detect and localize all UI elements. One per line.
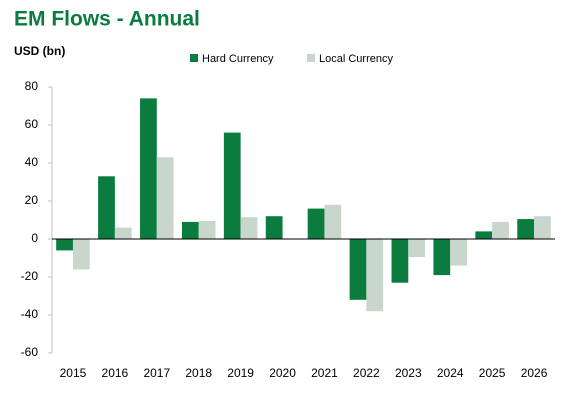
- y-tick-label: -40: [21, 307, 39, 321]
- x-tick-label: 2015: [60, 366, 87, 380]
- bar: [156, 157, 174, 239]
- bar: [324, 204, 342, 239]
- y-tick-label: 60: [25, 117, 39, 131]
- x-tick-label: 2020: [269, 366, 296, 380]
- bar: [349, 239, 367, 300]
- chart-title: EM Flows - Annual: [14, 8, 200, 31]
- bar: [181, 221, 199, 239]
- bar: [433, 239, 451, 276]
- x-tick-label: 2025: [479, 366, 506, 380]
- x-tick-label: 2024: [437, 366, 464, 380]
- legend-label: Hard Currency: [202, 53, 274, 65]
- y-tick-label: -60: [21, 345, 39, 359]
- bar: [517, 219, 535, 239]
- bar: [534, 216, 551, 239]
- x-tick-label: 2026: [521, 366, 548, 380]
- x-tick-label: 2023: [395, 366, 422, 380]
- y-tick-label: 20: [25, 193, 39, 207]
- bar: [98, 176, 115, 239]
- bar: [114, 227, 132, 239]
- y-tick-label: -20: [21, 269, 39, 283]
- x-tick-label: 2021: [311, 366, 338, 380]
- bar: [391, 239, 409, 283]
- x-tick-label: 2022: [353, 366, 380, 380]
- bar: [450, 239, 467, 266]
- bar: [408, 239, 426, 258]
- legend-swatch: [307, 54, 315, 62]
- bar: [198, 220, 216, 239]
- bar: [265, 216, 283, 239]
- y-axis-label: USD (bn): [14, 44, 65, 58]
- bar: [240, 217, 258, 239]
- bar: [140, 98, 157, 240]
- x-tick-label: 2018: [185, 366, 212, 380]
- bar: [492, 221, 509, 239]
- bar: [223, 132, 241, 239]
- y-tick-label: 40: [25, 155, 39, 169]
- legend-swatch: [190, 54, 198, 62]
- x-tick-label: 2017: [143, 366, 170, 380]
- x-tick-label: 2016: [102, 366, 129, 380]
- x-tick-label: 2019: [227, 366, 254, 380]
- bar: [72, 239, 90, 270]
- y-tick-label: 80: [25, 79, 39, 93]
- bar: [475, 231, 493, 239]
- bar: [56, 239, 73, 251]
- y-tick-label: 0: [31, 231, 38, 245]
- bar: [307, 208, 325, 239]
- legend-label: Local Currency: [319, 53, 393, 65]
- bar: [366, 239, 384, 312]
